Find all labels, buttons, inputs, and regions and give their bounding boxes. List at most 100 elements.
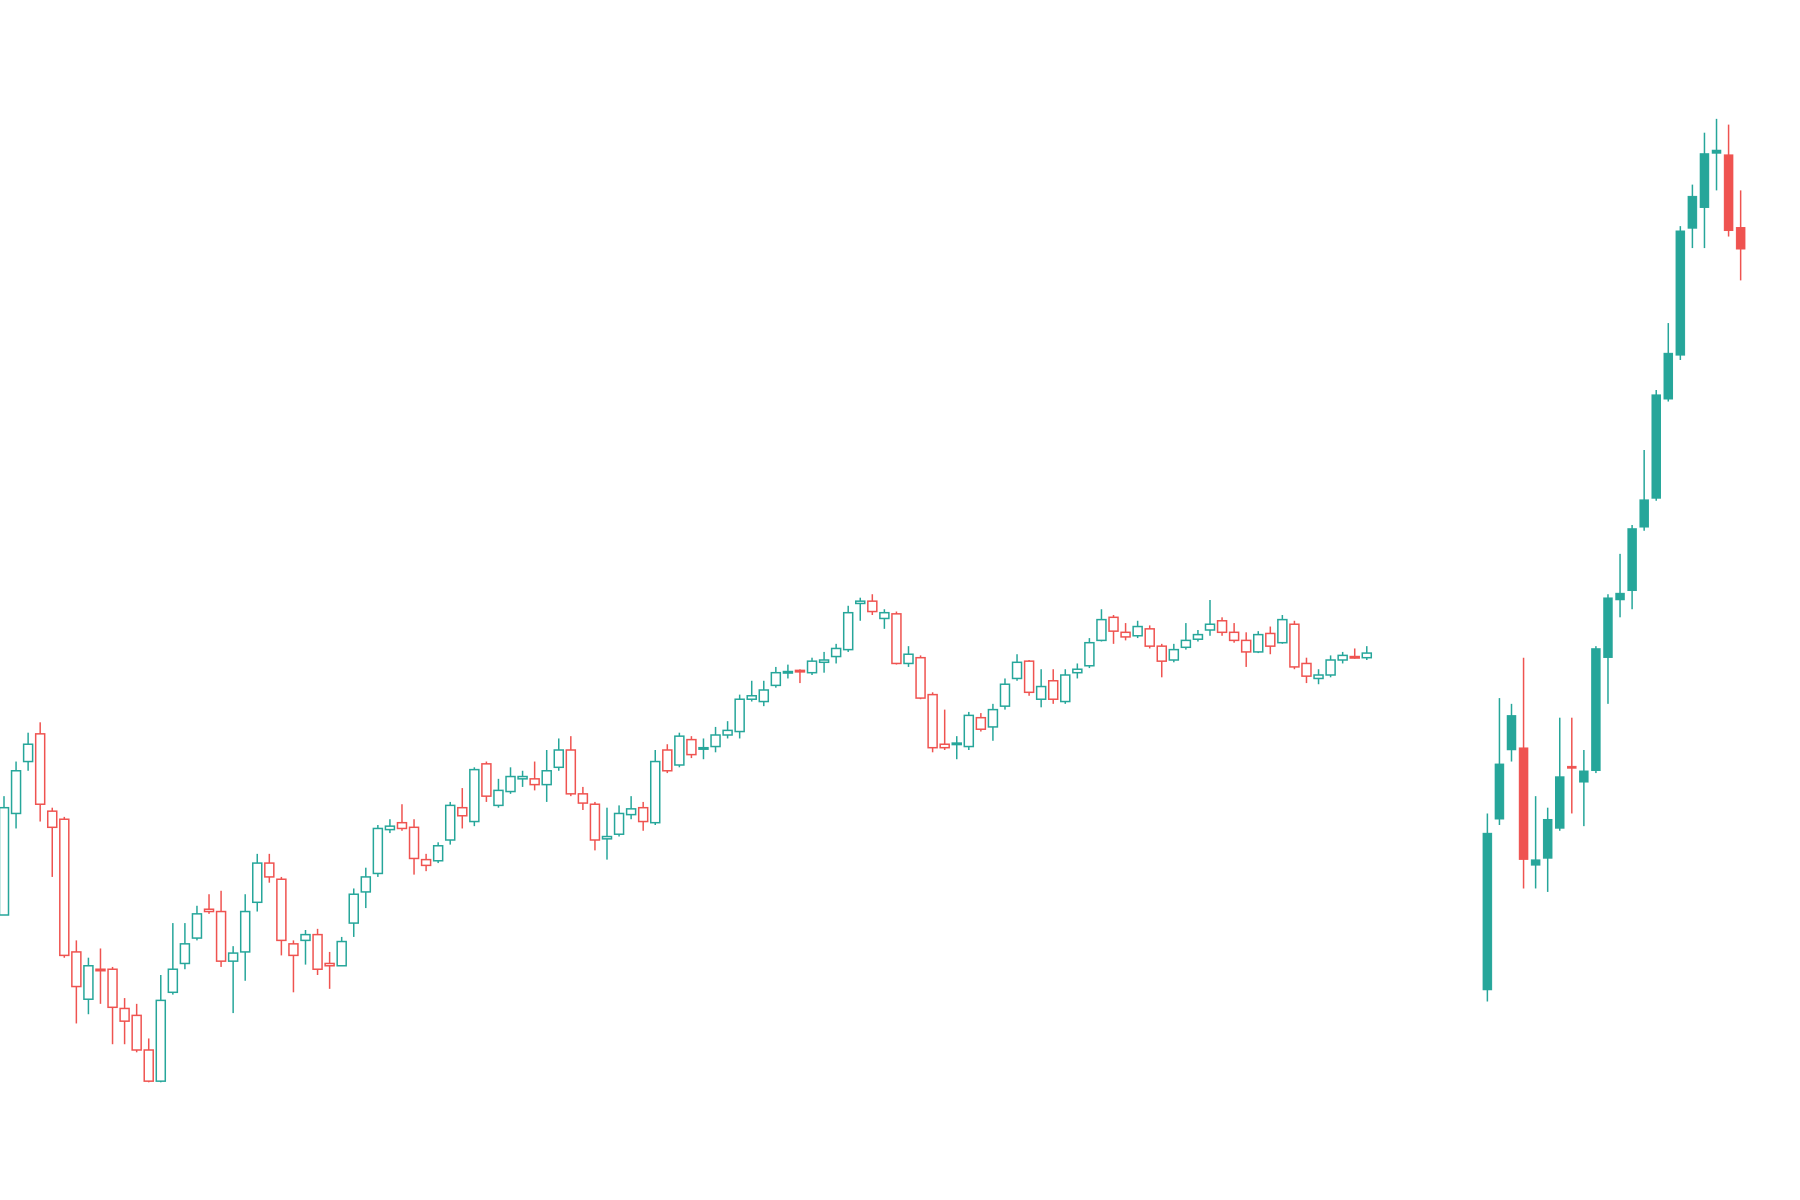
candle-body <box>348 893 359 924</box>
candle-body <box>1591 648 1601 772</box>
candle-body <box>1072 668 1083 674</box>
candle-body <box>1482 832 1493 991</box>
candle-body <box>1603 597 1613 658</box>
candle-body <box>252 862 263 904</box>
candle-body <box>1204 623 1216 631</box>
candle-body <box>1108 616 1119 632</box>
candle-body <box>336 940 347 967</box>
candle-body <box>686 738 697 756</box>
candle-body <box>1240 639 1252 653</box>
candle-body <box>1530 859 1541 866</box>
candle-body <box>1060 674 1071 703</box>
candle-body <box>239 910 251 953</box>
candle-body <box>457 806 468 817</box>
candle-body <box>1518 747 1529 860</box>
candle-body <box>987 708 999 728</box>
candle-body <box>300 933 311 942</box>
candle-body <box>855 600 866 605</box>
candle-body <box>577 793 589 804</box>
candle-body <box>1337 654 1348 661</box>
candle-body <box>529 778 540 786</box>
candle-body <box>1023 660 1035 694</box>
candle-body <box>1144 628 1155 647</box>
candle-body <box>758 689 770 703</box>
candle-body <box>481 763 492 797</box>
candle-body <box>119 1007 130 1022</box>
candle-body <box>1361 652 1373 659</box>
candle-body <box>59 818 70 957</box>
candle-body <box>1579 770 1589 783</box>
candle-body <box>22 743 34 763</box>
candle-body <box>1120 631 1131 638</box>
candle-body <box>879 611 890 620</box>
candle-body <box>384 825 396 831</box>
candle-body <box>155 999 167 1082</box>
candle-body <box>1627 528 1637 592</box>
candle-body <box>1216 620 1228 634</box>
candle-body <box>1277 618 1288 644</box>
candle-body <box>167 968 179 994</box>
candle-body <box>1542 818 1553 859</box>
candle-body <box>541 770 552 786</box>
candle-body <box>1506 715 1517 751</box>
candle-body <box>927 693 938 749</box>
candle-body <box>143 1049 154 1082</box>
candle-body <box>746 695 757 700</box>
candle-body <box>565 749 577 795</box>
candle-body <box>276 878 287 942</box>
candle-body <box>625 808 637 816</box>
candle-body <box>770 671 782 687</box>
candle-body <box>830 647 842 658</box>
candle-body <box>0 806 10 916</box>
candle-body <box>203 908 215 913</box>
candle-body <box>782 670 794 674</box>
candle-body <box>818 659 830 664</box>
candle-body <box>179 943 191 965</box>
candle-body <box>1301 662 1312 677</box>
candle-body <box>1168 648 1180 661</box>
candle-body <box>1651 394 1661 499</box>
candle-body <box>806 660 818 674</box>
candle-body <box>1567 765 1577 769</box>
candle-body <box>1096 618 1107 642</box>
candle-body <box>10 770 22 815</box>
candle-body <box>963 714 975 748</box>
candle-body <box>264 862 275 878</box>
candle-body <box>637 806 649 823</box>
candle-body <box>227 952 239 962</box>
candle-body <box>1132 625 1143 637</box>
candle-body <box>1035 685 1047 700</box>
candle-body <box>1663 352 1674 400</box>
candle-body <box>1192 633 1204 640</box>
candle-body <box>1615 592 1625 601</box>
candle-body <box>1349 655 1360 659</box>
candle-body <box>722 729 733 736</box>
candle-body <box>517 775 528 780</box>
candle-body <box>1180 639 1192 649</box>
candle-body <box>288 943 299 957</box>
candle-body <box>1675 230 1686 356</box>
candle-body <box>408 826 420 860</box>
candle-body <box>1289 623 1300 668</box>
candle-body <box>396 821 408 830</box>
candle-body <box>420 858 432 867</box>
candle-body <box>915 656 926 699</box>
candle-body <box>1554 776 1565 829</box>
candle-body <box>710 734 721 748</box>
candle-body <box>372 827 384 875</box>
candle-body <box>891 613 902 665</box>
candle-body <box>662 749 673 772</box>
candle-body <box>589 803 601 841</box>
candle-body <box>1639 499 1649 528</box>
candle-body <box>734 698 745 733</box>
candle-body <box>867 600 878 613</box>
candle-body <box>432 845 444 862</box>
candle-body <box>601 835 613 840</box>
candle-body <box>360 876 372 893</box>
candle-body <box>71 951 82 988</box>
candle-body <box>83 965 94 1000</box>
candle-body <box>324 962 335 967</box>
candle-body <box>1325 659 1336 676</box>
candle-body <box>999 683 1011 707</box>
